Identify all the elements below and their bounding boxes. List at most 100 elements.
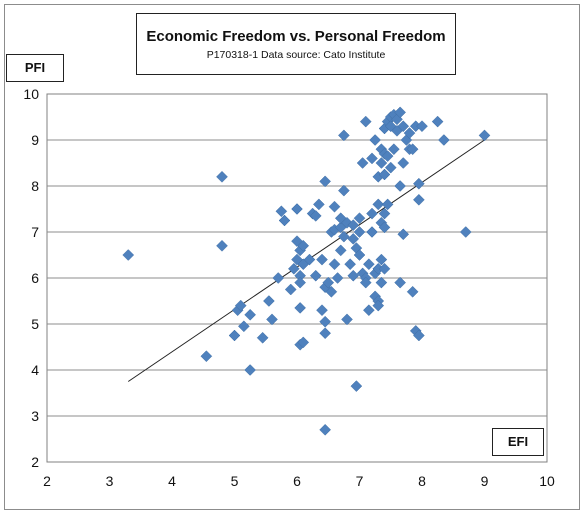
data-point bbox=[334, 244, 347, 257]
data-point bbox=[316, 304, 328, 317]
data-point bbox=[347, 233, 360, 245]
data-point bbox=[350, 380, 363, 392]
data-point bbox=[347, 269, 360, 282]
data-point bbox=[397, 228, 410, 241]
data-point bbox=[459, 226, 472, 238]
data-point bbox=[244, 308, 256, 321]
data-point bbox=[366, 152, 378, 165]
data-point bbox=[297, 336, 310, 349]
data-point bbox=[319, 175, 331, 188]
data-point bbox=[284, 283, 297, 296]
x-tick-label: 9 bbox=[481, 473, 489, 489]
data-point bbox=[438, 134, 450, 146]
data-point bbox=[378, 221, 391, 234]
y-axis-label: PFI bbox=[6, 54, 64, 82]
data-point bbox=[238, 320, 250, 333]
data-point bbox=[372, 198, 385, 211]
data-point bbox=[397, 157, 410, 169]
data-point bbox=[413, 177, 425, 190]
data-point bbox=[416, 120, 428, 133]
data-point bbox=[363, 258, 375, 271]
data-point bbox=[394, 276, 406, 289]
data-point bbox=[234, 299, 247, 312]
data-point bbox=[256, 331, 269, 344]
data-point bbox=[319, 327, 331, 340]
data-point bbox=[406, 285, 419, 298]
data-point bbox=[363, 304, 375, 317]
data-point bbox=[378, 262, 391, 275]
data-point bbox=[328, 258, 341, 271]
data-point bbox=[359, 276, 372, 289]
data-point bbox=[375, 157, 388, 169]
data-point bbox=[309, 210, 322, 222]
data-point bbox=[216, 239, 228, 252]
data-point bbox=[294, 276, 306, 289]
data-point bbox=[388, 143, 400, 156]
y-tick-label: 2 bbox=[31, 454, 39, 470]
data-point bbox=[406, 143, 419, 156]
data-point bbox=[397, 120, 410, 133]
x-tick-label: 10 bbox=[539, 473, 555, 489]
data-point bbox=[316, 253, 328, 266]
data-point bbox=[394, 180, 406, 192]
data-point bbox=[331, 272, 344, 284]
data-point bbox=[366, 207, 378, 220]
x-tick-labels: 2 3 4 5 6 7 8 9 10 bbox=[43, 473, 555, 489]
data-point bbox=[372, 299, 385, 312]
data-point bbox=[375, 253, 388, 266]
x-tick-label: 8 bbox=[418, 473, 426, 489]
data-point bbox=[263, 295, 275, 307]
data-point bbox=[309, 269, 322, 282]
data-point bbox=[378, 207, 391, 220]
data-point bbox=[297, 239, 310, 252]
data-point bbox=[322, 276, 335, 289]
data-point bbox=[403, 127, 416, 139]
data-point bbox=[381, 198, 394, 211]
y-tick-label: 4 bbox=[31, 362, 39, 378]
x-tick-label: 6 bbox=[293, 473, 301, 489]
data-point bbox=[344, 258, 356, 271]
y-tick-label: 3 bbox=[31, 408, 39, 424]
x-tick-label: 4 bbox=[168, 473, 176, 489]
x-tick-label: 5 bbox=[231, 473, 239, 489]
data-points bbox=[122, 106, 491, 436]
y-tick-label: 7 bbox=[31, 224, 39, 240]
data-point bbox=[338, 184, 350, 197]
data-point bbox=[369, 134, 381, 146]
y-tick-label: 9 bbox=[31, 132, 39, 148]
data-point bbox=[413, 193, 425, 206]
data-point bbox=[356, 157, 369, 169]
data-point bbox=[338, 230, 350, 243]
data-point bbox=[291, 203, 303, 215]
data-point bbox=[272, 272, 285, 284]
data-point bbox=[278, 214, 291, 227]
data-point bbox=[319, 315, 331, 328]
data-point bbox=[122, 249, 135, 261]
data-point bbox=[341, 313, 353, 326]
data-point bbox=[244, 364, 256, 376]
data-point bbox=[394, 106, 406, 119]
data-point bbox=[359, 115, 372, 128]
y-tick-labels: 2 3 4 5 6 7 8 9 10 bbox=[23, 86, 39, 470]
data-point bbox=[378, 168, 391, 181]
x-tick-label: 2 bbox=[43, 473, 51, 489]
data-point bbox=[413, 329, 425, 342]
chart-title: Economic Freedom vs. Personal Freedom bbox=[146, 28, 446, 45]
y-tick-label: 6 bbox=[31, 270, 39, 286]
data-point bbox=[319, 423, 331, 436]
data-point bbox=[313, 198, 325, 211]
x-tick-label: 7 bbox=[356, 473, 364, 489]
data-point bbox=[288, 262, 300, 275]
data-point bbox=[228, 329, 241, 342]
x-axis-label: EFI bbox=[492, 428, 544, 456]
y-tick-label: 8 bbox=[31, 178, 39, 194]
data-point bbox=[303, 253, 316, 266]
data-point bbox=[431, 115, 444, 128]
data-point bbox=[328, 200, 341, 213]
title-box: Economic Freedom vs. Personal Freedom P1… bbox=[136, 13, 456, 75]
data-point bbox=[375, 276, 388, 289]
data-point bbox=[275, 205, 288, 218]
data-point bbox=[325, 285, 338, 298]
data-point bbox=[338, 129, 350, 142]
